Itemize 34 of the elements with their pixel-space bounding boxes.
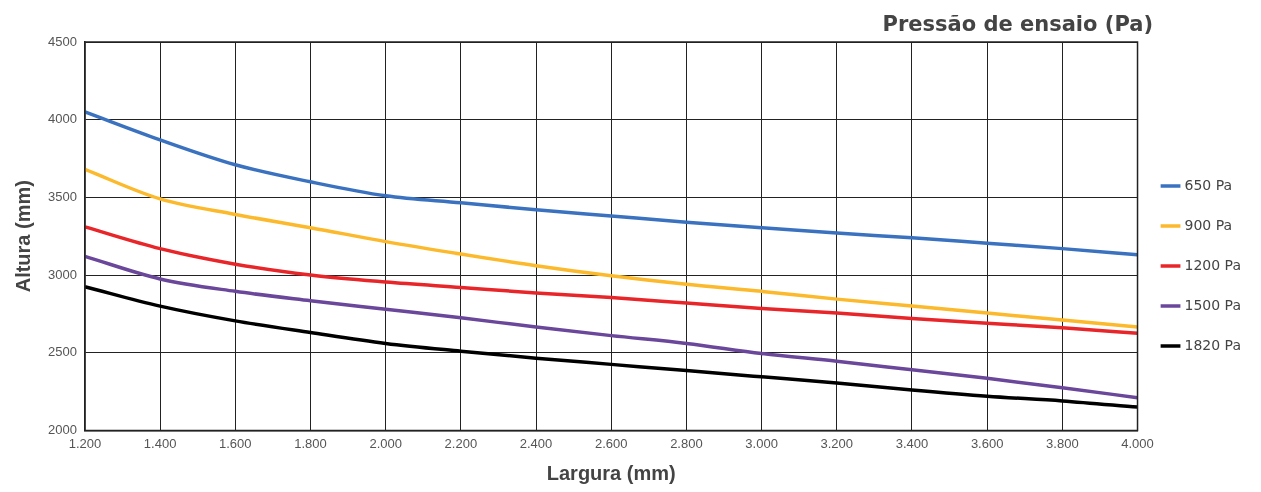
line-series [84, 167, 1138, 329]
x-tick-label: 3.400 [895, 435, 929, 451]
line-series [84, 225, 1138, 336]
y-tick-label: 2500 [48, 344, 77, 360]
y-tick-label: 3000 [48, 266, 77, 282]
x-tick-label: 1.600 [219, 435, 252, 451]
x-tick-label: 2.200 [444, 435, 478, 451]
legend-label: 1820 Pa [1184, 336, 1242, 353]
y-tick-label: 4500 [48, 33, 77, 49]
x-tick-label: 3.200 [820, 435, 854, 451]
legend-label: 900 Pa [1184, 216, 1233, 233]
x-tick-label: 1.400 [143, 435, 177, 451]
x-tick-label: 2.800 [670, 435, 703, 451]
x-tick-label: 2.400 [519, 435, 553, 451]
line-series [84, 110, 1138, 257]
y-tick-label: 2000 [48, 421, 77, 437]
x-tick-label: 3.600 [970, 435, 1004, 451]
legend-label: 650 Pa [1184, 176, 1233, 193]
legend-label: 1500 Pa [1184, 296, 1242, 313]
x-tick-label: 2.000 [369, 435, 402, 451]
x-tick-label: 3.800 [1046, 435, 1079, 451]
x-tick-label: 1.200 [68, 435, 102, 451]
y-tick-label: 4000 [48, 111, 77, 127]
x-tick-label: 2.600 [594, 435, 628, 451]
x-tick-label: 1.800 [294, 435, 327, 451]
x-tick-label: 3.000 [745, 435, 778, 451]
y-tick-label: 3500 [48, 188, 77, 204]
y-axis-title: Altura (mm) [11, 180, 34, 293]
legend-label: 1200 Pa [1184, 256, 1242, 273]
x-axis-title: Largura (mm) [546, 461, 676, 484]
line-series [84, 284, 1138, 409]
x-tick-label: 4.000 [1121, 435, 1154, 451]
line-series [84, 254, 1138, 400]
legend-title: Pressão de ensaio (Pa) [882, 12, 1153, 36]
